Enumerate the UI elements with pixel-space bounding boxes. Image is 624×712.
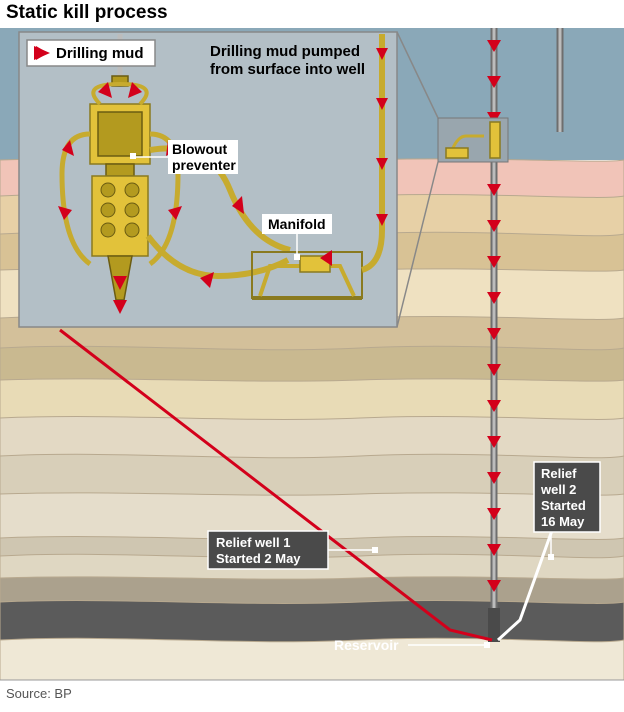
relief1-l2: Started 2 May — [216, 551, 301, 566]
reservoir-dot — [484, 642, 490, 648]
relief2-l4: 16 May — [541, 514, 585, 529]
relief2-dot — [548, 554, 554, 560]
relief2-l3: Started — [541, 498, 586, 513]
bop-leader-dot — [130, 153, 136, 159]
footer-bg — [0, 680, 624, 712]
manifold-label: Manifold — [268, 216, 326, 232]
relief1-l1: Relief well 1 — [216, 535, 290, 550]
legend-text: Drilling mud — [56, 45, 144, 62]
diagram-svg: Drilling mud Drilling mud pumped from su… — [0, 0, 624, 712]
pump-text-2: from surface into well — [210, 61, 365, 78]
well-bottom-plug — [488, 608, 500, 642]
relief1-dot — [372, 547, 378, 553]
reservoir-label: Reservoir — [334, 637, 399, 653]
mini-manifold — [446, 148, 468, 158]
bop-lower-icon — [92, 176, 148, 256]
relief2-l2: well 2 — [540, 482, 576, 497]
manifold-leader-dot — [294, 254, 300, 260]
mini-bop — [490, 122, 500, 158]
bop-label-2: preventer — [172, 157, 236, 173]
bop-label-1: Blowout — [172, 141, 228, 157]
pump-text-1: Drilling mud pumped — [210, 43, 360, 60]
relief2-l1: Relief — [541, 466, 577, 481]
source-text: Source: BP — [6, 686, 72, 701]
